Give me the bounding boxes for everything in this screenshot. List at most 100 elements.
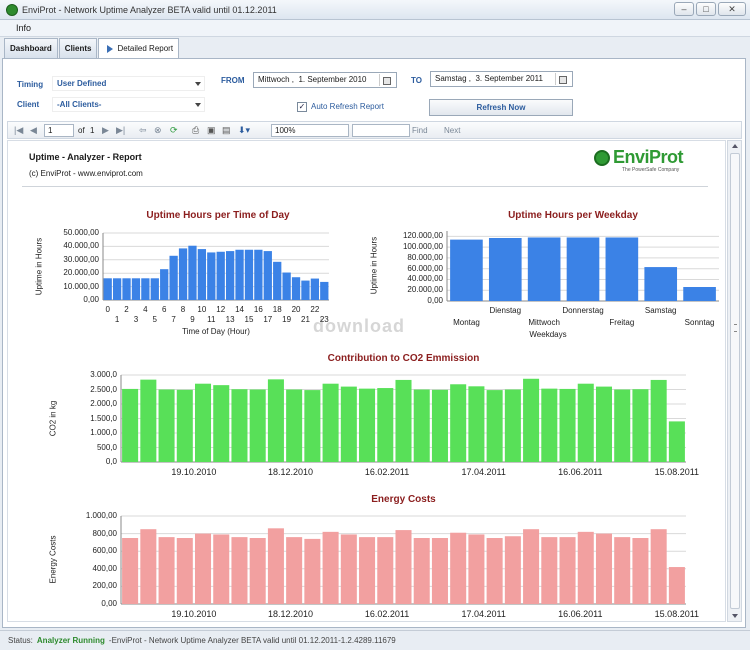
y-tick-label: 50.000,00 [63,228,99,237]
bar [395,530,412,604]
scroll-up-icon[interactable] [732,144,738,148]
zoom-select[interactable]: 100% [271,124,349,137]
y-tick-label: 800,00 [92,528,117,538]
report-subtitle: (c) EnviProt - www.enviprot.com [29,169,143,178]
to-date-picker[interactable]: Samstag , 3. September 2011 [430,71,573,87]
y-tick-label: 20.000,00 [407,285,443,295]
window-title: EnviProt - Network Uptime Analyzer BETA … [22,4,277,15]
x-tick-label: 10 [197,305,207,314]
page-input[interactable]: 1 [44,124,74,137]
tab-detailed-report[interactable]: Detailed Report [98,38,180,58]
find-input[interactable] [352,124,410,137]
back-icon[interactable]: ⇦ [139,125,147,135]
export-icon[interactable]: ⬇▾ [238,125,251,135]
report-scrollbar[interactable] [727,140,742,622]
x-tick-label: Montag [453,318,480,327]
last-page-icon[interactable]: ▶| [116,125,126,135]
bar [431,538,448,604]
minimize-button[interactable]: – [674,2,694,16]
bar [559,537,576,604]
bar [169,255,178,300]
stop-icon[interactable]: ⊗ [154,125,162,135]
logo-tagline: The PowerSafe Company [622,167,680,173]
page-setup-icon[interactable]: ▤ [222,125,231,135]
x-tick-label: 8 [180,305,186,314]
x-axis-label: Time of Day (Hour) [182,327,250,336]
bar [577,531,594,604]
calendar-icon[interactable] [555,73,571,85]
y-tick-label: 30.000,00 [63,254,99,264]
refresh-now-button[interactable]: Refresh Now [429,99,573,116]
print-icon[interactable]: ⎙ [192,125,200,135]
to-label: TO [411,76,422,85]
next-button[interactable]: Next [444,126,461,135]
print-layout-icon[interactable]: ▣ [207,125,216,135]
client-select-value: -All Clients- [57,100,102,109]
x-tick-label: 22 [310,305,320,314]
tab-detailed-report-label: Detailed Report [117,44,174,53]
bar [523,529,540,604]
from-day: Mittwoch [258,75,290,84]
bar [267,528,284,604]
auto-refresh-checkbox[interactable]: ✓ [297,102,307,112]
y-axis-label: Uptime in Hours [34,237,44,295]
scroll-down-icon[interactable] [732,614,738,618]
client-select[interactable]: -All Clients- [52,97,205,112]
next-page-icon[interactable]: ▶ [102,125,109,135]
report-divider [22,186,708,187]
bar [320,281,329,300]
bar [595,533,613,604]
prev-page-icon[interactable]: ◀ [30,125,37,135]
x-tick-label: 5 [152,315,157,324]
x-tick-label: 4 [143,305,148,314]
bar [644,267,678,301]
chart-title: Energy Costs [371,494,436,505]
of-label: of [78,126,85,135]
x-tick-label: 18.12.2010 [267,467,314,477]
chart-plot [120,374,686,463]
first-page-icon[interactable]: |◀ [14,125,24,135]
bar [304,390,321,462]
bar [176,389,193,462]
x-tick-label: 6 [161,305,167,314]
refresh-icon[interactable]: ⟳ [170,125,178,135]
bar [650,379,667,462]
report-title: Uptime - Analyzer - Report [29,152,142,162]
menu-info[interactable]: Info [16,23,32,33]
bar [207,252,216,300]
bar [504,536,521,604]
close-button[interactable]: ✕ [718,2,746,16]
x-tick-label: 7 [171,315,176,324]
x-tick-label: 18.12.2010 [267,609,314,619]
find-button[interactable]: Find [412,126,428,135]
timing-select[interactable]: User Defined [52,76,205,91]
bar [614,389,631,462]
x-tick-label: 21 [301,315,310,324]
x-tick-label: 15.08.2011 [654,467,700,477]
bar [225,251,235,300]
bar [450,384,467,462]
bar [273,261,282,300]
x-tick-label: 14 [235,305,244,314]
report-toolbar: |◀ ◀ 1 of 1 ▶ ▶| ⇦ ⊗ ⟳ ⎙ ▣ ▤ ⬇▾ 100% Fin… [7,121,742,139]
bar [468,534,485,604]
x-tick-label: 17.04.2011 [461,609,506,619]
bar [431,389,448,462]
calendar-icon[interactable] [379,74,395,86]
x-tick-label: 9 [190,315,195,324]
x-tick-label: 2 [124,305,129,314]
timing-label: Timing [17,80,44,89]
bar [450,239,483,301]
x-tick-label: Donnerstag [562,306,604,315]
maximize-button[interactable]: □ [696,2,716,16]
tab-dashboard[interactable]: Dashboard [4,38,58,58]
bar [340,534,357,604]
bar [178,248,188,300]
bar [254,249,263,300]
chart-plot [446,231,719,302]
x-tick-label: 17 [263,315,273,324]
report-canvas: Uptime - Analyzer - Report (c) EnviProt … [7,140,726,622]
from-date-picker[interactable]: Mittwoch , 1. September 2010 [253,72,397,88]
scroll-thumb[interactable] [730,153,740,609]
tab-clients[interactable]: Clients [58,38,98,58]
